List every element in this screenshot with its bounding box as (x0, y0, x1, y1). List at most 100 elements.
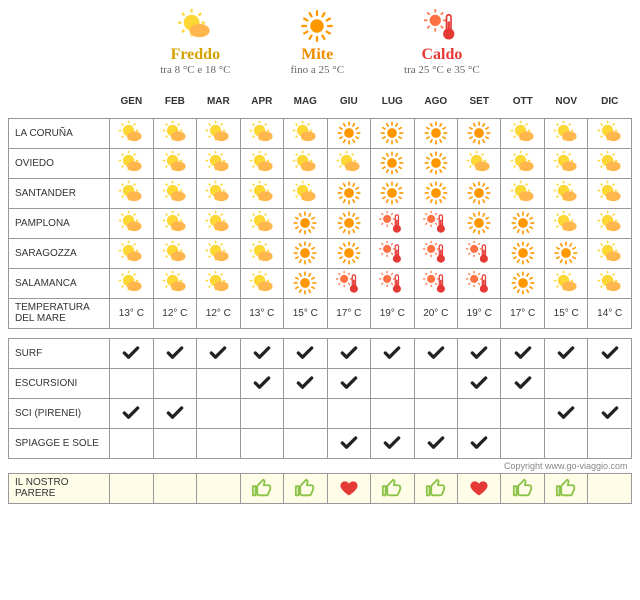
sea-temp-value: 17° C (501, 298, 544, 328)
sea-temp-label: TEMPERATURA DEL MARE (9, 298, 110, 328)
activity-cell (240, 398, 283, 428)
cold-icon (240, 178, 283, 208)
activity-cell (153, 428, 196, 458)
mild-icon (327, 178, 370, 208)
mild-icon (501, 238, 544, 268)
activity-cell (110, 398, 153, 428)
cold-icon (284, 118, 327, 148)
activity-cell (110, 428, 153, 458)
mild-icon (371, 148, 414, 178)
mild-icon (458, 178, 501, 208)
activity-cell (110, 338, 153, 368)
sea-temp-value: 15° C (544, 298, 587, 328)
cold-icon (197, 178, 240, 208)
activity-cell (327, 428, 370, 458)
cold-icon (284, 148, 327, 178)
cold-icon (588, 118, 632, 148)
cold-icon (544, 118, 587, 148)
cold-icon (110, 238, 153, 268)
cold-icon (197, 208, 240, 238)
cold-icon (458, 148, 501, 178)
cold-icon (197, 118, 240, 148)
cold-icon (153, 268, 196, 298)
activity-cell (414, 368, 457, 398)
activity-cell (240, 368, 283, 398)
cold-icon (110, 208, 153, 238)
activity-cell (588, 398, 632, 428)
mild-icon (414, 118, 457, 148)
activity-label: SPIAGGE E SOLE (9, 428, 110, 458)
activity-cell (458, 398, 501, 428)
activity-cell (153, 368, 196, 398)
activity-cell (327, 398, 370, 428)
mild-icon (414, 178, 457, 208)
climate-table: GENFEBMARAPRMAGGIULUGAGOSETOTTNOVDICLA C… (8, 88, 632, 504)
weather-row: SARAGOZZA (9, 238, 632, 268)
hot-icon (371, 208, 414, 238)
weather-row: OVIEDO (9, 148, 632, 178)
activity-cell (414, 428, 457, 458)
activity-cell (197, 368, 240, 398)
opinion-cell (414, 473, 457, 503)
weather-row: LA CORUÑA (9, 118, 632, 148)
activity-label: ESCURSIONI (9, 368, 110, 398)
activity-row: SURF (9, 338, 632, 368)
cold-icon (197, 268, 240, 298)
opinion-cell (371, 473, 414, 503)
opinion-cell (544, 473, 587, 503)
activity-cell (153, 338, 196, 368)
activity-cell (284, 338, 327, 368)
hot-icon (327, 268, 370, 298)
copyright-text: Copyright www.go-viaggio.com (9, 458, 632, 473)
hot-icon (458, 238, 501, 268)
opinion-cell (197, 473, 240, 503)
cold-icon (501, 118, 544, 148)
sea-temp-value: 13° C (110, 298, 153, 328)
legend-item: Mite fino a 25 °C (290, 8, 344, 76)
cold-icon (544, 208, 587, 238)
sea-temp-value: 12° C (153, 298, 196, 328)
cold-icon (153, 178, 196, 208)
cold-icon (110, 148, 153, 178)
mild-icon (414, 148, 457, 178)
mild-icon (501, 208, 544, 238)
activity-cell (544, 338, 587, 368)
cold-icon (197, 148, 240, 178)
activity-cell (197, 428, 240, 458)
activity-cell (458, 338, 501, 368)
cold-icon (240, 148, 283, 178)
activity-cell (371, 368, 414, 398)
month-header: GIU (327, 88, 370, 118)
opinion-cell (284, 473, 327, 503)
cold-icon (240, 208, 283, 238)
sea-temp-value: 19° C (371, 298, 414, 328)
mild-icon (501, 268, 544, 298)
legend-item: Caldo tra 25 °C e 35 °C (404, 8, 480, 76)
sea-temp-row: TEMPERATURA DEL MARE13° C12° C12° C13° C… (9, 298, 632, 328)
opinion-cell (240, 473, 283, 503)
city-label: SANTANDER (9, 178, 110, 208)
month-header: OTT (501, 88, 544, 118)
city-label: PAMPLONA (9, 208, 110, 238)
cold-icon (588, 178, 632, 208)
mild-icon (458, 118, 501, 148)
activity-cell (458, 428, 501, 458)
activity-cell (240, 428, 283, 458)
mild-icon (327, 238, 370, 268)
month-header: MAG (284, 88, 327, 118)
activity-cell (501, 398, 544, 428)
activity-cell (284, 428, 327, 458)
hot-icon (404, 8, 480, 44)
mild-icon (284, 238, 327, 268)
sea-temp-value: 15° C (284, 298, 327, 328)
activity-cell (414, 398, 457, 428)
activity-row: SPIAGGE E SOLE (9, 428, 632, 458)
hot-icon (414, 238, 457, 268)
activity-cell (327, 338, 370, 368)
cold-icon (153, 148, 196, 178)
legend-bar: Freddo tra 8 °C e 18 °C Mite fino a 25 °… (8, 8, 632, 76)
activity-cell (371, 338, 414, 368)
sea-temp-value: 13° C (240, 298, 283, 328)
cold-icon (240, 238, 283, 268)
month-header: LUG (371, 88, 414, 118)
